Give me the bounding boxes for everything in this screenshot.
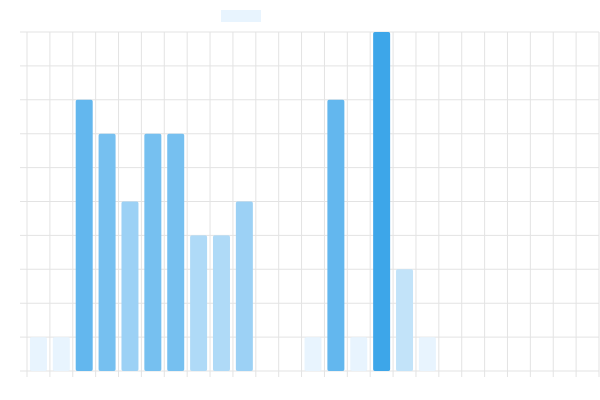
bar-8[interactable] bbox=[212, 235, 230, 371]
bar-9[interactable] bbox=[235, 201, 253, 372]
bar-15[interactable] bbox=[373, 32, 391, 371]
bar-16[interactable] bbox=[396, 269, 414, 371]
bar-2[interactable] bbox=[75, 99, 93, 372]
legend-swatch[interactable] bbox=[221, 10, 261, 22]
bar-12[interactable] bbox=[304, 337, 322, 371]
bar-14[interactable] bbox=[350, 337, 368, 371]
grid-lines bbox=[20, 31, 600, 377]
bar-6[interactable] bbox=[167, 133, 185, 371]
bar-4[interactable] bbox=[121, 201, 139, 372]
bar-7[interactable] bbox=[190, 235, 208, 371]
bar-13[interactable] bbox=[327, 99, 345, 372]
bar-0[interactable] bbox=[29, 337, 47, 371]
bars bbox=[29, 32, 436, 372]
bar-1[interactable] bbox=[52, 337, 70, 371]
bar-17[interactable] bbox=[418, 337, 436, 371]
bar-5[interactable] bbox=[144, 133, 162, 371]
bar-3[interactable] bbox=[98, 133, 116, 371]
